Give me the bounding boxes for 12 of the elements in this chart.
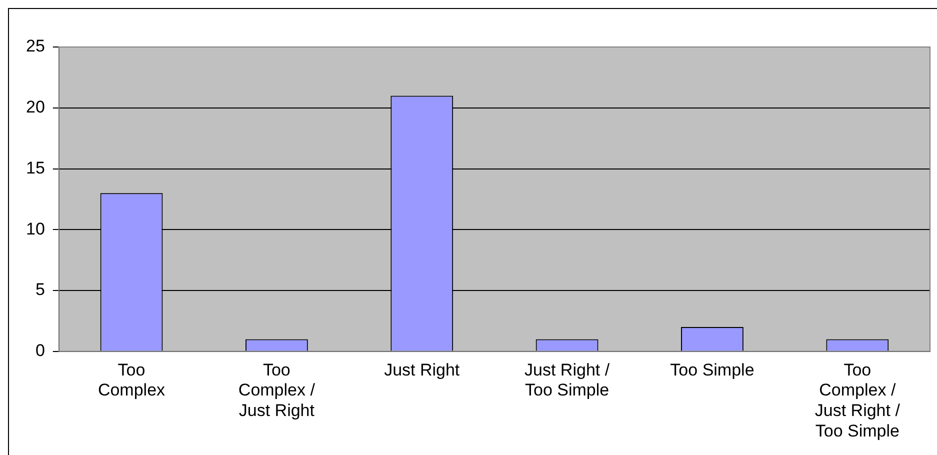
x-tick-label: Too Complex / Just Right [238, 360, 316, 420]
y-tick-label: 5 [35, 280, 45, 300]
y-tick-label: 15 [26, 158, 45, 178]
x-tick-label: Too Simple [670, 360, 754, 380]
y-tick-label: 0 [35, 341, 45, 360]
x-tick-label: Too Complex / Just Right / Too Simple [814, 360, 900, 440]
x-tick-label: Just Right [384, 360, 460, 380]
y-tick-label: 10 [26, 219, 45, 238]
y-tick-label: 20 [26, 98, 45, 117]
x-tick-label: Too Complex [98, 360, 166, 400]
y-tick-label: 25 [26, 36, 45, 56]
x-tick-label: Just Right / Too Simple [524, 360, 610, 400]
